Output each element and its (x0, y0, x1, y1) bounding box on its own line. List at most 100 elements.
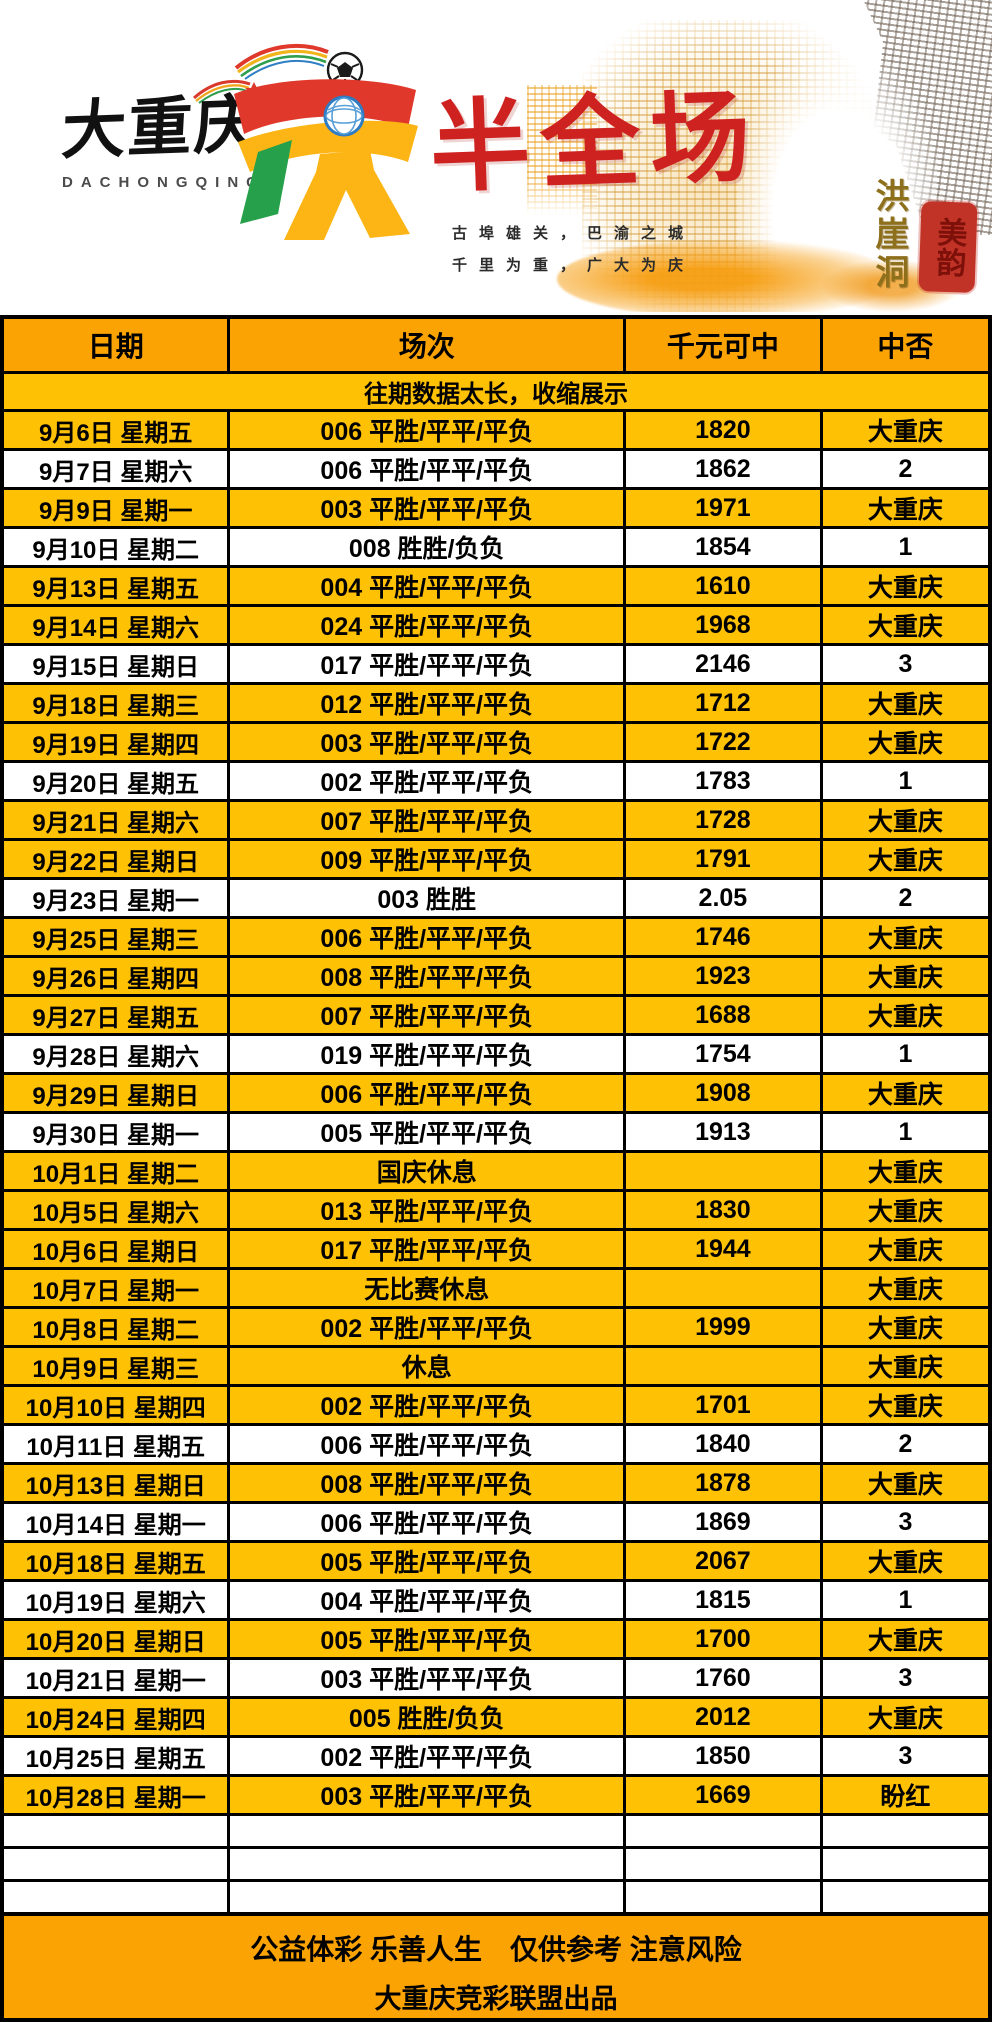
hongya-cave-artwork: 洪崖洞 美韵 (522, 0, 992, 312)
table-row: 9月22日 星期日 009 平胜/平平/平负 1791 大重庆 (0, 838, 992, 880)
result-cell: 1 (819, 1111, 992, 1153)
payout-cell: 2067 (623, 1540, 823, 1582)
match-cell: 006 平胜/平平/平负 (227, 916, 626, 958)
date-cell: 10月13日 星期日 (0, 1462, 231, 1504)
payout-cell: 1815 (623, 1579, 823, 1621)
yellow-legs (284, 150, 410, 240)
table-row: 9月21日 星期六 007 平胜/平平/平负 1728 大重庆 (0, 799, 992, 841)
match-cell: 002 平胜/平平/平负 (227, 760, 626, 802)
table-row: 10月7日 星期一 无比赛休息 大重庆 (0, 1267, 992, 1309)
payout-cell: 1908 (623, 1072, 823, 1114)
date-cell: 9月15日 星期日 (0, 643, 231, 685)
result-cell: 大重庆 (819, 1696, 992, 1738)
match-cell: 024 平胜/平平/平负 (227, 604, 626, 646)
match-cell: 002 平胜/平平/平负 (227, 1384, 626, 1426)
green-leg (240, 140, 292, 224)
match-cell: 007 平胜/平平/平负 (227, 799, 626, 841)
empty-row (0, 1846, 992, 1882)
result-cell: 1 (819, 1579, 992, 1621)
date-cell: 10月25日 星期五 (0, 1735, 231, 1777)
table-row: 10月6日 星期日 017 平胜/平平/平负 1944 大重庆 (0, 1228, 992, 1270)
result-cell: 2 (819, 877, 992, 919)
match-cell: 003 平胜/平平/平负 (227, 1657, 626, 1699)
payout-cell: 1862 (623, 448, 823, 490)
match-cell: 008 平胜/平平/平负 (227, 955, 626, 997)
table-row: 9月25日 星期三 006 平胜/平平/平负 1746 大重庆 (0, 916, 992, 958)
mascot-logo (234, 43, 418, 240)
payout-cell: 1610 (623, 565, 823, 607)
payout-cell: 1850 (623, 1735, 823, 1777)
empty-cell (227, 1846, 626, 1882)
match-cell: 002 平胜/平平/平负 (227, 1735, 626, 1777)
table-row: 10月18日 星期五 005 平胜/平平/平负 2067 大重庆 (0, 1540, 992, 1582)
empty-cell (0, 1879, 231, 1916)
result-cell: 大重庆 (819, 1618, 992, 1660)
payout-cell: 1688 (623, 994, 823, 1036)
payout-cell: 1840 (623, 1423, 823, 1465)
date-cell: 9月20日 星期五 (0, 760, 231, 802)
date-cell: 9月26日 星期四 (0, 955, 231, 997)
empty-row (0, 1813, 992, 1849)
empty-cell (623, 1813, 823, 1849)
payout-cell: 1830 (623, 1189, 823, 1231)
result-cell: 1 (819, 1033, 992, 1075)
result-cell: 大重庆 (819, 604, 992, 646)
col-header-result: 中否 (819, 315, 992, 374)
result-cell: 大重庆 (819, 1150, 992, 1192)
payout-cell: 1783 (623, 760, 823, 802)
table-row: 10月28日 星期一 003 平胜/平平/平负 1669 盼红 (0, 1774, 992, 1816)
payout-cell: 2012 (623, 1696, 823, 1738)
table-row: 9月9日 星期一 003 平胜/平平/平负 1971 大重庆 (0, 487, 992, 529)
date-cell: 10月1日 星期二 (0, 1150, 231, 1192)
result-cell: 盼红 (819, 1774, 992, 1816)
result-cell: 3 (819, 643, 992, 685)
date-cell: 10月24日 星期四 (0, 1696, 231, 1738)
table-row: 10月1日 星期二 国庆休息 大重庆 (0, 1150, 992, 1192)
empty-cell (819, 1813, 992, 1849)
date-cell: 10月28日 星期一 (0, 1774, 231, 1816)
date-cell: 9月30日 星期一 (0, 1111, 231, 1153)
table-row: 10月14日 星期一 006 平胜/平平/平负 1869 3 (0, 1501, 992, 1543)
result-cell: 1 (819, 526, 992, 568)
result-cell: 大重庆 (819, 1189, 992, 1231)
match-cell: 008 胜胜/负负 (227, 526, 626, 568)
date-cell: 9月18日 星期三 (0, 682, 231, 724)
result-cell: 大重庆 (819, 1306, 992, 1348)
result-cell: 大重庆 (819, 1267, 992, 1309)
results-table: 日期 场次 千元可中 中否 往期数据太长，收缩展示 9月6日 星期五 006 平胜… (0, 315, 992, 1916)
table-row: 9月6日 星期五 006 平胜/平平/平负 1820 大重庆 (0, 409, 992, 451)
match-cell: 003 平胜/平平/平负 (227, 721, 626, 763)
col-header-date: 日期 (0, 315, 231, 374)
match-cell: 休息 (227, 1345, 626, 1387)
table-row: 9月27日 星期五 007 平胜/平平/平负 1688 大重庆 (0, 994, 992, 1036)
empty-cell (227, 1813, 626, 1849)
date-cell: 10月21日 星期一 (0, 1657, 231, 1699)
date-cell: 10月11日 星期五 (0, 1423, 231, 1465)
match-cell: 005 胜胜/负负 (227, 1696, 626, 1738)
match-cell: 003 平胜/平平/平负 (227, 487, 626, 529)
table-row: 9月14日 星期六 024 平胜/平平/平负 1968 大重庆 (0, 604, 992, 646)
payout-cell: 1999 (623, 1306, 823, 1348)
globe-badge-icon (323, 95, 365, 137)
result-cell: 大重庆 (819, 1462, 992, 1504)
result-cell: 大重庆 (819, 487, 992, 529)
footer: 公益体彩 乐善人生 仅供参考 注意风险 大重庆竞彩联盟出品 (0, 1916, 992, 2022)
result-cell: 大重庆 (819, 1228, 992, 1270)
red-ribbon (234, 79, 416, 134)
empty-cell (0, 1813, 231, 1849)
match-cell: 019 平胜/平平/平负 (227, 1033, 626, 1075)
result-cell: 大重庆 (819, 1540, 992, 1582)
results-sheet: 日期 场次 千元可中 中否 往期数据太长，收缩展示 9月6日 星期五 006 平胜… (0, 315, 992, 2022)
match-cell: 国庆休息 (227, 1150, 626, 1192)
date-cell: 10月20日 星期日 (0, 1618, 231, 1660)
date-cell: 9月27日 星期五 (0, 994, 231, 1036)
table-row: 10月9日 星期三 休息 大重庆 (0, 1345, 992, 1387)
slogan: 古埠雄关，巴渝之城 千里为重，广大为庆 (452, 218, 695, 282)
match-cell: 017 平胜/平平/平负 (227, 1228, 626, 1270)
match-cell: 006 平胜/平平/平负 (227, 448, 626, 490)
result-cell: 大重庆 (819, 838, 992, 880)
date-cell: 9月23日 星期一 (0, 877, 231, 919)
slogan-line2: 千里为重，广大为庆 (452, 257, 696, 274)
slogan-line1: 古埠雄关，巴渝之城 (452, 225, 696, 242)
date-cell: 9月28日 星期六 (0, 1033, 231, 1075)
